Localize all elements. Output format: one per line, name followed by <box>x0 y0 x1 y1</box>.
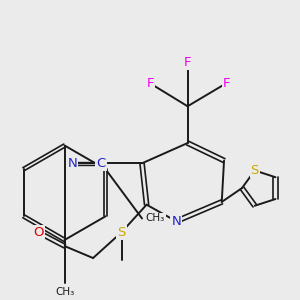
Text: CH₃: CH₃ <box>55 287 74 297</box>
Text: N: N <box>68 157 77 170</box>
Text: O: O <box>33 226 44 239</box>
Text: N: N <box>171 215 181 228</box>
Text: F: F <box>146 77 154 90</box>
Text: CH₃: CH₃ <box>146 214 165 224</box>
Text: S: S <box>117 226 126 239</box>
Text: F: F <box>184 56 191 69</box>
Text: C: C <box>96 157 106 170</box>
Text: S: S <box>250 164 259 177</box>
Text: F: F <box>223 77 230 90</box>
